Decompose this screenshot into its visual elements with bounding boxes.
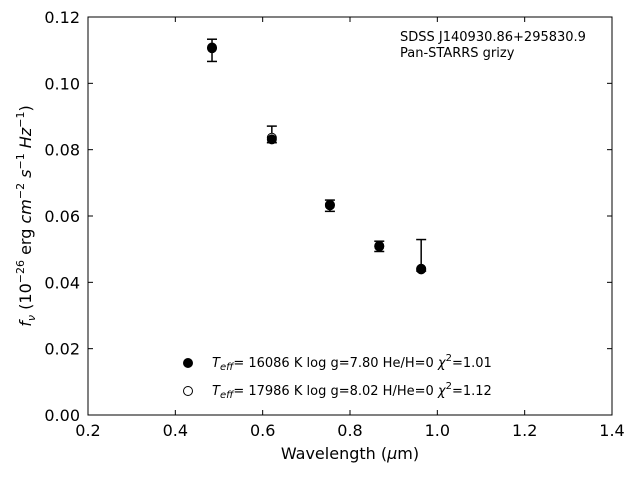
x-axis-ticks: 0.2 0.4 0.6 0.8 1.0 1.2 1.4 <box>75 17 625 440</box>
legend: Teff= 16086 K log g=7.80 He/H=0 χ2=1.01 … <box>183 353 492 401</box>
legend-entry-filled: Teff= 16086 K log g=7.80 He/H=0 χ2=1.01 <box>212 353 492 373</box>
x-tick-label: 1.0 <box>425 421 450 440</box>
annotation-object-name: SDSS J140930.86+295830.9 <box>400 30 586 45</box>
legend-marker-filled <box>183 358 193 368</box>
y-tick-label: 0.06 <box>44 207 80 226</box>
x-tick-label: 0.8 <box>337 421 362 440</box>
y-axis-ticks: 0.00 0.02 0.04 0.06 0.08 0.10 0.12 <box>44 8 612 425</box>
model-filled-point <box>416 264 427 275</box>
x-tick-label: 0.6 <box>250 421 275 440</box>
model-filled-point <box>324 200 335 211</box>
y-tick-label: 0.12 <box>44 8 80 27</box>
x-tick-label: 1.4 <box>599 421 624 440</box>
y-tick-label: 0.00 <box>44 406 80 425</box>
x-axis-label: Wavelength (μm) <box>281 444 419 463</box>
y-tick-label: 0.02 <box>44 340 80 359</box>
y-tick-label: 0.04 <box>44 273 80 292</box>
annotation-survey: Pan-STARRS grizy <box>400 46 515 61</box>
x-tick-label: 0.2 <box>75 421 100 440</box>
y-axis-label: fν (10−26 erg cm−2 s−1 Hz−1) <box>14 105 38 326</box>
model-filled-point <box>266 134 277 145</box>
y-tick-label: 0.08 <box>44 141 80 160</box>
plot-background <box>88 17 612 415</box>
x-tick-label: 0.4 <box>163 421 188 440</box>
legend-marker-open <box>183 386 193 396</box>
x-tick-label: 1.2 <box>512 421 537 440</box>
plot-frame <box>87 16 613 416</box>
y-tick-label: 0.10 <box>44 74 80 93</box>
model-filled-point <box>374 241 385 252</box>
model-filled-point <box>207 43 218 54</box>
data-markers <box>207 42 427 275</box>
legend-entry-open: Teff= 17986 K log g=8.02 H/He=0 χ2=1.12 <box>212 381 492 401</box>
